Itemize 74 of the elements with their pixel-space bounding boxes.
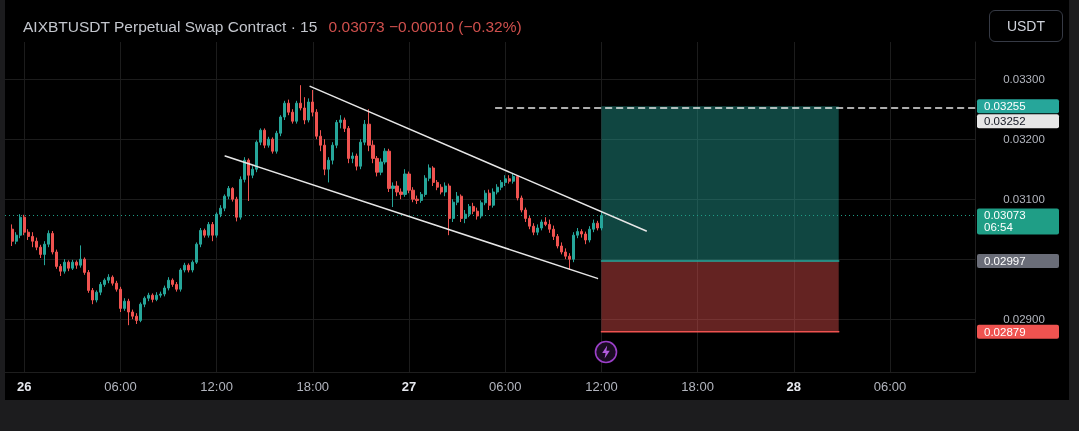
candlestick [23, 214, 26, 236]
y2-tick-label: 0.03255 [984, 100, 1026, 113]
candlestick [584, 231, 587, 245]
candlestick [440, 183, 443, 195]
candlestick [403, 168, 407, 198]
y-tick-label: 0.02900 [1003, 313, 1045, 326]
data-label: 0.03252 [984, 115, 1026, 128]
candlestick [448, 183, 451, 236]
x-tick-label: 06:00 [488, 379, 522, 394]
candlestick [488, 189, 491, 211]
candlestick [492, 187, 495, 209]
currency-button: USDT [988, 10, 1063, 42]
x-tick-label: 18:00 [681, 379, 714, 394]
candlestick [500, 179, 503, 191]
x-tick-label: 26 [17, 379, 32, 394]
y-tick-label: 0.03200 [1003, 133, 1045, 146]
candlestick [31, 231, 34, 248]
candlestick [271, 136, 274, 155]
candlestick [460, 193, 463, 223]
candlestick [107, 273, 110, 284]
candlestick [175, 281, 178, 293]
candlestick [179, 267, 182, 293]
candlestick [263, 127, 266, 149]
candlestick [295, 100, 298, 125]
candlestick [600, 210, 603, 231]
candlestick [391, 181, 395, 208]
candlestick [572, 231, 575, 263]
candlestick [151, 292, 154, 303]
x-tick-label: 06:00 [873, 379, 907, 394]
candlestick [540, 219, 543, 231]
candlestick [63, 258, 66, 275]
x-tick-label: 12:00 [200, 379, 233, 394]
candlestick [395, 180, 399, 197]
candlestick [67, 259, 70, 272]
chart-title: AIXBTUSDT Perpetual Swap Contract · 15 [23, 17, 318, 35]
candlestick [568, 252, 571, 271]
x-tick-label: 06:00 [104, 379, 137, 394]
candlestick [155, 291, 158, 302]
y-tick-label: 0.03300 [1003, 73, 1045, 86]
candlestick [444, 181, 447, 197]
x-tick-label: 27 [401, 379, 417, 394]
candlestick [351, 151, 354, 164]
candlestick [596, 220, 599, 231]
y2-tick-label: 0.02879 [984, 325, 1026, 338]
candlestick [71, 259, 74, 271]
candlestick [432, 165, 435, 187]
x-tick-label: 18:00 [296, 379, 330, 394]
candlestick [536, 223, 539, 236]
candlestick [476, 207, 479, 221]
candlestick [203, 228, 206, 239]
candlestick [123, 297, 126, 312]
x-tick-label: 12:00 [585, 379, 618, 394]
candlestick [267, 136, 270, 149]
candlestick [355, 153, 358, 171]
y2-tick-label: 0.02997 [984, 255, 1026, 267]
candlestick [79, 244, 82, 269]
candlestick [135, 312, 138, 325]
ref-line-label: 0.03073 06:54 [984, 209, 1026, 234]
candlestick [187, 262, 190, 273]
candlestick [171, 277, 174, 288]
candlestick [75, 259, 78, 270]
candlestick [307, 97, 310, 123]
candlestick [127, 298, 130, 326]
y-tick-label: 0.03100 [1003, 193, 1045, 206]
candlestick [11, 223, 14, 247]
candlestick [504, 174, 507, 187]
candlestick [247, 157, 250, 202]
candlestick [387, 148, 391, 193]
x-tick-label: 28 [786, 379, 802, 394]
candlestick [211, 221, 214, 242]
chart-subtitle: 0.03073 −0.00010 (−0.32%) [328, 17, 522, 35]
candlestick [207, 221, 210, 239]
candlestick [508, 174, 511, 185]
candlestick [512, 173, 515, 185]
